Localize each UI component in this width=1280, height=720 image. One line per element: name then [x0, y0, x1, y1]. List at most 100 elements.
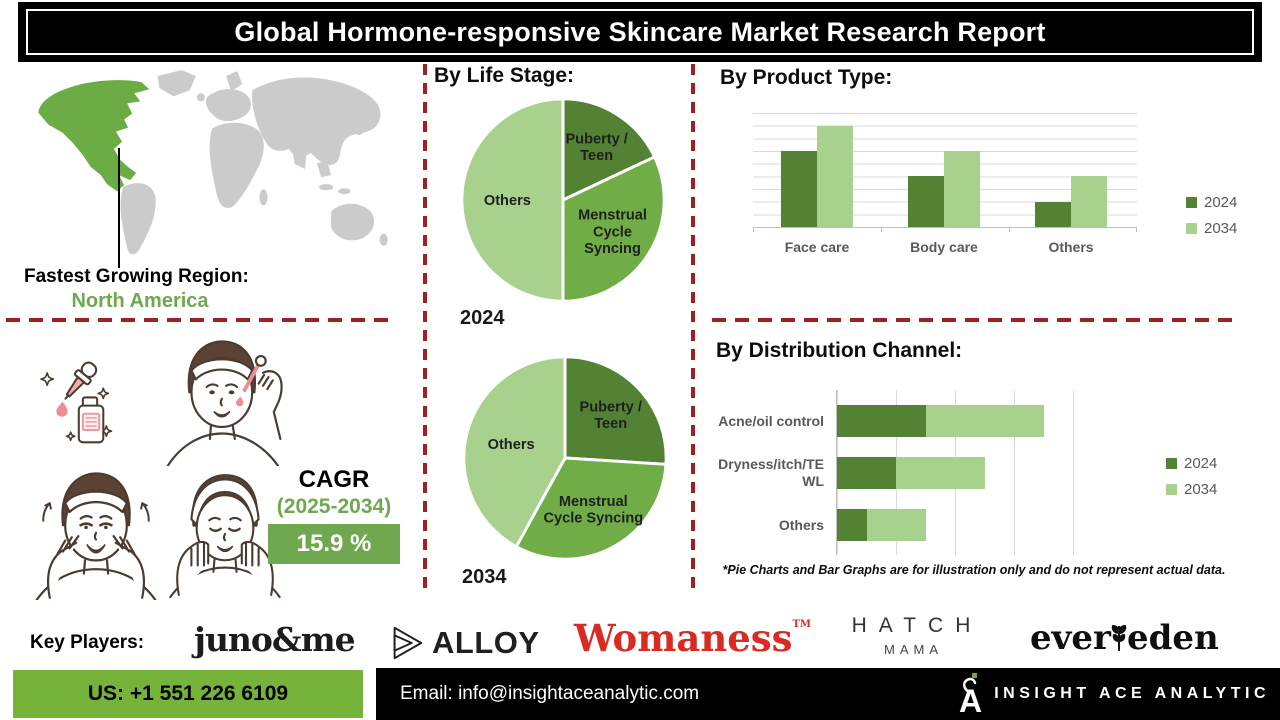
- category-label-face-care: Face care: [784, 239, 850, 255]
- arrow-up-icon: [42, 502, 150, 522]
- category-label-body-care: Body care: [910, 239, 978, 255]
- legend-swatch-2034: [1166, 484, 1177, 495]
- pie-slice-others: [460, 97, 565, 303]
- serum-bottle-icon: [77, 396, 105, 444]
- alloy-wordmark: ALLOY: [432, 625, 540, 660]
- dropper-icon: [64, 361, 98, 400]
- pie-slice-menstrual-cycle-syncing: [561, 155, 666, 303]
- legend-swatch-2024: [1166, 458, 1177, 469]
- divider-right-horizontal: [712, 318, 1234, 322]
- drop-icon: [56, 401, 68, 417]
- pie-slice-label: Others: [484, 193, 531, 209]
- sparkle-icon: [40, 372, 113, 442]
- pie-slice-label: Puberty / Teen: [580, 400, 642, 433]
- legend-item-2034: 2034: [1186, 220, 1237, 237]
- distribution-channel-heading: By Distribution Channel:: [716, 339, 963, 362]
- sprout-icon: [1111, 624, 1127, 651]
- pie-chart-2034: Puberty / Teen Menstrual Cycle Syncing Other…: [462, 355, 668, 561]
- woman-face-massage-illustration: [35, 472, 157, 600]
- distribution-label-acne-oil-control: Acne/oil control: [718, 412, 824, 429]
- hand-icon: [257, 370, 283, 440]
- right-hand-icon: [112, 535, 145, 599]
- left-hand-icon: [176, 540, 210, 596]
- bar-2034-face-care: [817, 125, 853, 227]
- woman-applying-serum-illustration: [166, 340, 283, 466]
- trademark-mark: TM: [792, 619, 811, 630]
- pie-slice-label: Others: [488, 437, 535, 453]
- fastest-region-value: North America: [71, 290, 209, 312]
- mini-dropper-icon: [235, 354, 267, 407]
- bar-row-dryness-itch-tewl: [837, 457, 985, 489]
- page-title: Global Hormone-responsive Skincare Marke…: [234, 16, 1046, 47]
- axis-tick: [1009, 227, 1010, 232]
- phone-number: US: +1 551 226 6109: [87, 682, 289, 705]
- divider-vertical-1: [423, 64, 427, 592]
- pie-slice-others: [462, 355, 567, 549]
- category-label-others: Others: [1048, 239, 1094, 255]
- axis-tick: [881, 227, 882, 232]
- brand-logo-junoandme: juno&me: [194, 620, 356, 659]
- legend-swatch-2034: [1186, 223, 1197, 234]
- evereden-wordmark-right: eden: [1126, 618, 1219, 658]
- footer-contact-bar: Email: info@insightaceanalytic.com A INS…: [376, 668, 1280, 720]
- pie-chart-2024: Puberty / Teen Menstrual Cycle Syncing Others: [460, 97, 666, 303]
- segment-2034: [925, 405, 1044, 437]
- bar-row-acne-oil-control: [837, 405, 1044, 437]
- map-north-america: [38, 80, 150, 192]
- divider-vertical-2: [691, 64, 695, 592]
- segment-2024: [837, 405, 926, 437]
- bar-2024-face-care: [781, 151, 817, 227]
- alloy-triangle-icon: [393, 626, 423, 660]
- cagr-label: CAGR: [298, 466, 370, 493]
- distribution-label-others: Others: [778, 516, 824, 533]
- segment-2034: [896, 457, 985, 489]
- map-continents: [120, 70, 388, 255]
- pie-slice-puberty-teen: [563, 355, 668, 466]
- bar-2034-others: [1071, 176, 1107, 227]
- brand-logo-alloy: ALLOY: [386, 624, 540, 662]
- divider-left-horizontal: [6, 318, 396, 322]
- brand-logo-evereden: ever eden: [1030, 618, 1219, 658]
- title-bar: Global Hormone-responsive Skincare Marke…: [18, 2, 1262, 62]
- cagr-period: (2025-2034): [276, 495, 392, 518]
- mama-wordmark: MAMA: [884, 642, 943, 657]
- svg-text:A: A: [959, 683, 982, 716]
- product-type-bar-chart: Face care Body care Others: [753, 113, 1137, 255]
- title-border: Global Hormone-responsive Skincare Marke…: [26, 9, 1254, 55]
- footer-phone-block: US: +1 551 226 6109: [13, 670, 363, 718]
- pie-slice-menstrual-cycle-syncing: [514, 456, 668, 561]
- serum-dropper-illustration: [40, 361, 113, 444]
- distribution-label-dryness-itch-tewl: Dryness/itch/TE WL: [718, 456, 824, 489]
- legend-label-2024: 2024: [1184, 455, 1218, 472]
- product-type-legend: 2024 2034: [1186, 194, 1237, 237]
- pie-year-2034: 2034: [462, 566, 507, 588]
- womaness-wordmark: Womaness: [574, 616, 793, 660]
- key-players-label: Key Players:: [30, 632, 145, 653]
- segment-2024: [837, 457, 896, 489]
- legend-item-2034: 2034: [1166, 481, 1217, 498]
- cagr-value-box: 15.9 %: [268, 524, 400, 564]
- legend-label-2034: 2034: [1204, 220, 1238, 237]
- pie-slice-label: Puberty / Teen: [565, 132, 627, 165]
- life-stage-heading: By Life Stage:: [434, 64, 575, 87]
- bar-2024-others: [1035, 201, 1071, 227]
- disclaimer-footnote: *Pie Charts and Bar Graphs are for illus…: [722, 563, 1226, 577]
- left-hand-icon: [47, 535, 80, 599]
- world-map: [38, 70, 388, 255]
- bar-2034-body-care: [944, 151, 980, 227]
- brand-logo-womaness: WomanessTM: [574, 616, 811, 660]
- cagr-value: 15.9 %: [296, 530, 372, 557]
- distribution-category-labels: Acne/oil control Dryness/itch/TE WL Others: [694, 390, 824, 555]
- bar-row-others: [837, 509, 926, 541]
- right-hand-icon: [240, 540, 274, 596]
- company-name: INSIGHT ACE ANALYTIC: [994, 685, 1270, 702]
- fastest-region-label: Fastest Growing Region:: [24, 266, 249, 287]
- distribution-channel-bar-chart: [836, 390, 1075, 555]
- email-address: Email: info@insightaceanalytic.com: [400, 683, 700, 704]
- pie-slice-puberty-teen: [561, 97, 656, 202]
- distribution-legend: 2024 2034: [1166, 455, 1217, 498]
- segment-2024: [837, 509, 867, 541]
- map-pointer-line: [118, 148, 120, 268]
- insight-ace-logo-icon: A: [959, 673, 982, 716]
